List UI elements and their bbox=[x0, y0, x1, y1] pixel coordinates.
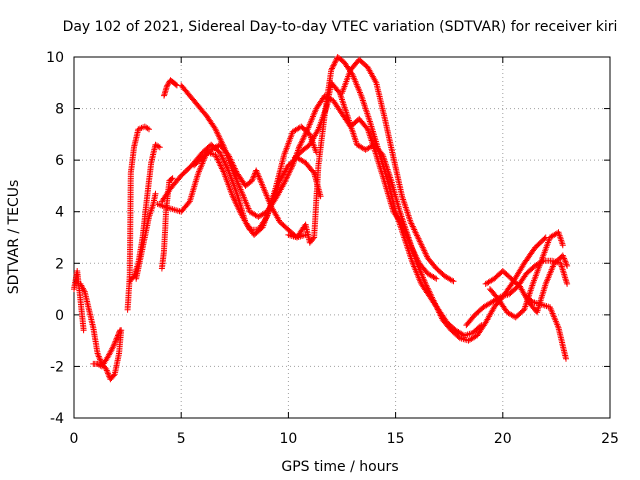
x-tick-label: 0 bbox=[70, 431, 79, 447]
data-series-arc-6 bbox=[133, 190, 159, 282]
data-series-arc-3 bbox=[90, 327, 124, 370]
x-tick-label: 20 bbox=[494, 431, 512, 447]
data-series-arc-17 bbox=[463, 257, 571, 329]
data-series-arc-20 bbox=[523, 293, 569, 362]
y-tick-label: 6 bbox=[55, 153, 64, 169]
x-axis-label: GPS time / hours bbox=[281, 459, 398, 475]
y-tick-label: -4 bbox=[50, 411, 64, 427]
data-series-arc-8 bbox=[161, 77, 180, 99]
x-tick-label: 5 bbox=[177, 431, 186, 447]
data-series-arc-16 bbox=[339, 56, 457, 285]
axis-ticks bbox=[73, 56, 611, 419]
data-series-arc-18 bbox=[486, 229, 566, 321]
x-tick-label: 15 bbox=[387, 431, 405, 447]
y-tick-label: -2 bbox=[50, 359, 64, 375]
tick-labels: 0 5 10 15 20 25 -4 -2 0 2 4 6 8 10 bbox=[46, 50, 619, 447]
data-markers bbox=[71, 54, 571, 383]
data-series-arc-12 bbox=[191, 141, 309, 241]
x-tick-label: 10 bbox=[279, 431, 297, 447]
plot-frame bbox=[73, 56, 611, 419]
chart-title: Day 102 of 2021, Sidereal Day-to-day VTE… bbox=[63, 19, 618, 35]
y-tick-label: 2 bbox=[55, 256, 64, 272]
y-axis-label: SDTVAR / TECUs bbox=[6, 180, 22, 295]
data-series-arc-15 bbox=[296, 92, 440, 282]
data-series-arc-1 bbox=[71, 268, 87, 334]
y-tick-label: 4 bbox=[55, 205, 64, 221]
y-tick-label: 10 bbox=[46, 50, 64, 66]
y-tick-label: 8 bbox=[55, 102, 64, 118]
y-tick-label: 0 bbox=[55, 308, 64, 324]
x-tick-label: 25 bbox=[601, 431, 619, 447]
data-series-arc-4 bbox=[124, 123, 152, 313]
data-series-arc-11 bbox=[158, 141, 324, 238]
